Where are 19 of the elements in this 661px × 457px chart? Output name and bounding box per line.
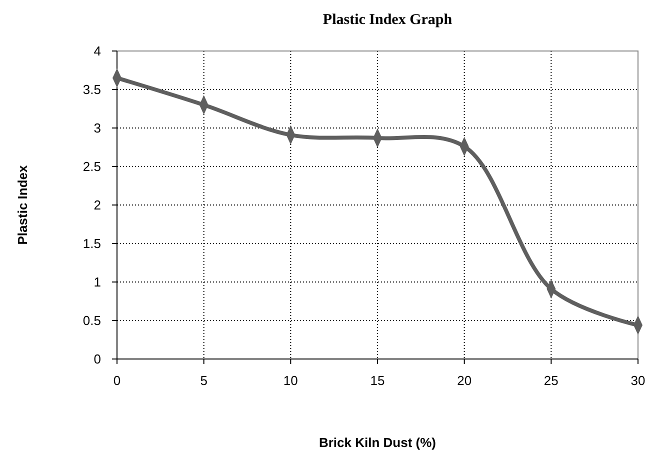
y-tick-label: 1.5 xyxy=(82,236,101,252)
x-tick-label: 30 xyxy=(630,373,646,388)
x-tick-label: 20 xyxy=(457,373,472,388)
x-tick-label: 25 xyxy=(544,373,558,388)
y-tick-label: 4 xyxy=(94,44,101,59)
x-tick-label: 0 xyxy=(113,373,121,388)
x-tick-label: 15 xyxy=(370,373,385,388)
y-tick-label: 0.5 xyxy=(82,313,101,328)
x-axis-title: Brick Kiln Dust (%) xyxy=(318,435,436,450)
y-tick-label: 1 xyxy=(94,274,101,290)
y-tick-label: 2.5 xyxy=(82,159,101,174)
x-tick-label: 10 xyxy=(283,373,298,388)
y-tick-label: 3.5 xyxy=(82,82,101,98)
y-axis-title: Plastic Index xyxy=(15,164,30,245)
chart-title: Plastic Index Graph xyxy=(322,12,453,28)
y-tick-label: 2 xyxy=(94,198,101,213)
y-tick-label: 3 xyxy=(94,120,101,136)
x-tick-label: 5 xyxy=(200,373,208,388)
y-tick-label: 0 xyxy=(94,352,101,367)
